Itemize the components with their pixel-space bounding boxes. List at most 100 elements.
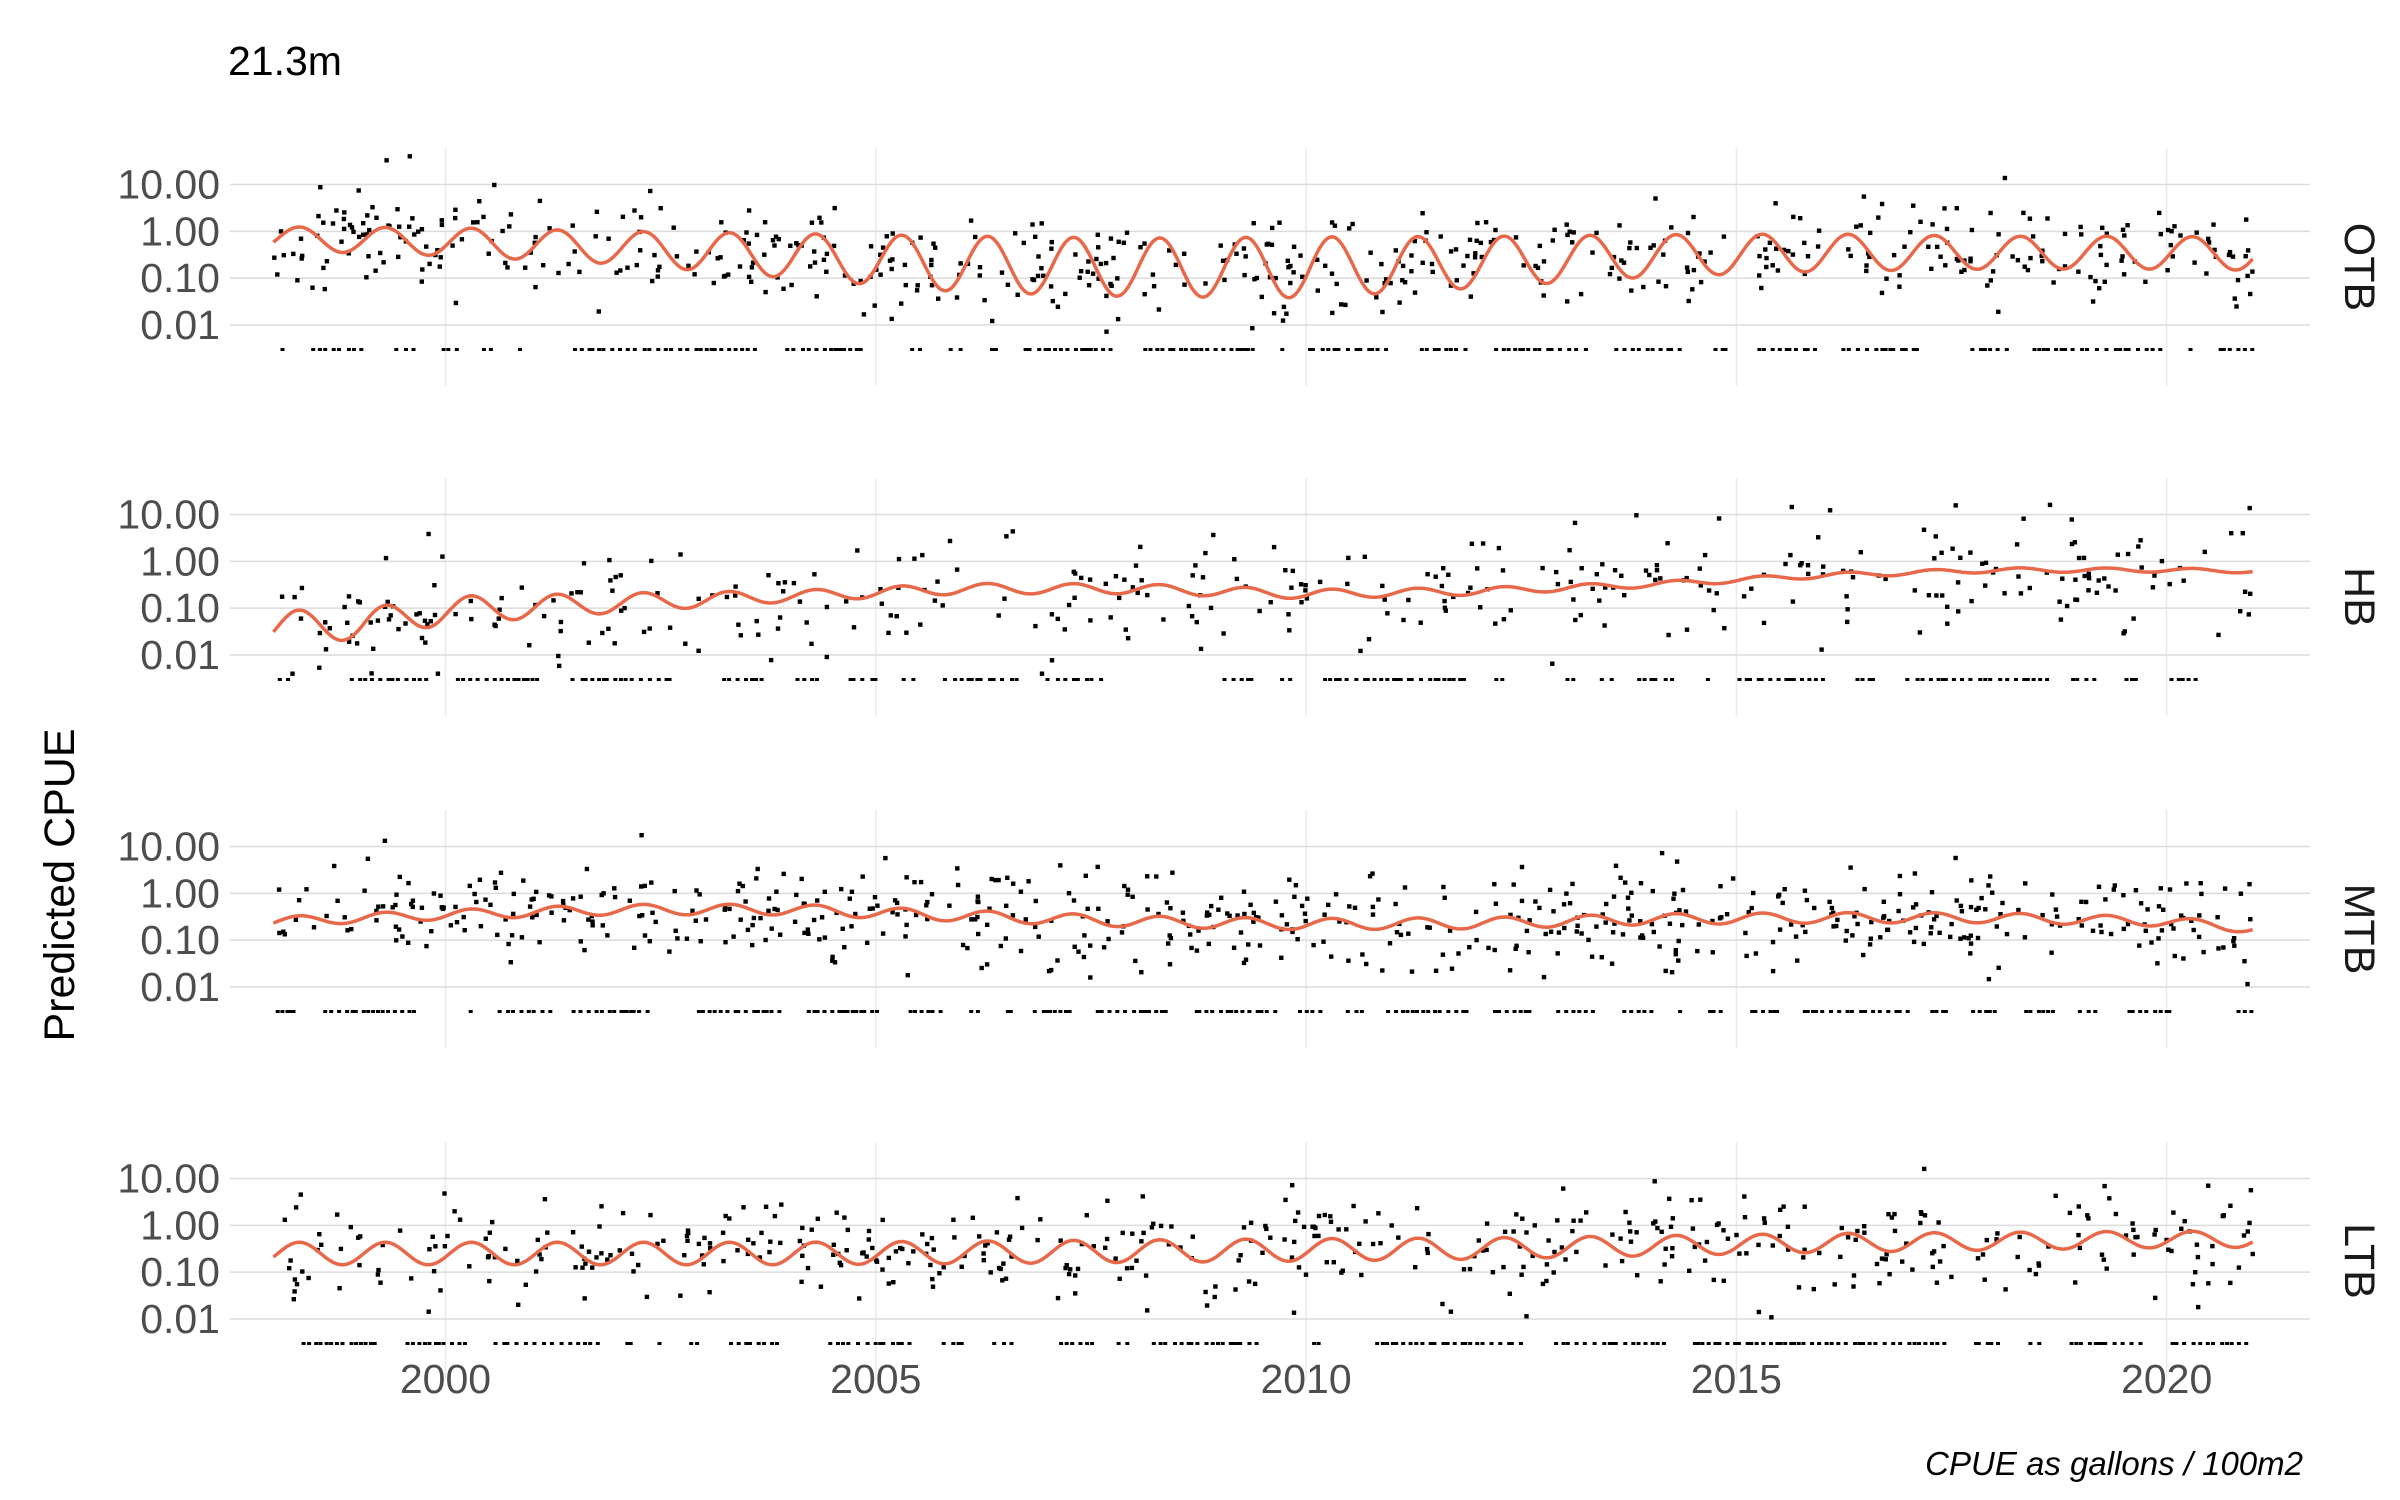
observed-point: [2053, 1193, 2058, 1198]
observed-point: [928, 1262, 933, 1268]
observed-point: [1613, 863, 1619, 868]
zero-catch-point: [576, 1342, 581, 1345]
observed-point: [1461, 263, 1466, 268]
zero-catch-point: [1363, 678, 1368, 681]
observed-point: [298, 236, 304, 241]
zero-catch-point: [1941, 678, 1945, 681]
observed-point: [2241, 1233, 2247, 1238]
observed-point: [1125, 887, 1131, 892]
zero-catch-point: [1372, 678, 1377, 681]
observed-point: [1257, 608, 1262, 614]
observed-point: [2232, 296, 2237, 301]
observed-point: [1980, 561, 1985, 566]
observed-point: [1003, 1276, 1009, 1281]
observed-point: [1574, 929, 1579, 934]
zero-catch-point: [618, 348, 622, 351]
zero-catch-point: [1243, 348, 1248, 351]
zero-catch-point: [2087, 1342, 2092, 1345]
observed-point: [1864, 268, 1869, 274]
observed-point: [349, 225, 355, 230]
zero-catch-point: [1415, 1010, 1419, 1013]
observed-point: [894, 900, 900, 906]
observed-point: [1036, 934, 1041, 939]
zero-catch-point: [1623, 1342, 1628, 1345]
observed-point: [380, 1242, 385, 1248]
observed-point: [509, 933, 515, 938]
zero-catch-point: [1229, 348, 1234, 351]
zero-catch-point: [1250, 348, 1255, 351]
observed-point: [694, 888, 699, 893]
observed-point: [606, 236, 611, 241]
observed-point: [1268, 600, 1273, 605]
observed-point: [1986, 976, 1992, 982]
zero-catch-point: [1995, 348, 2000, 351]
zero-catch-point: [1800, 678, 1804, 681]
observed-point: [1475, 220, 1480, 226]
observed-point: [683, 641, 688, 646]
observed-point: [1501, 617, 1507, 622]
observed-point: [1167, 933, 1172, 938]
observed-point: [397, 1228, 403, 1233]
observed-point: [492, 182, 497, 188]
observed-point: [1567, 901, 1573, 906]
observed-point: [733, 593, 738, 598]
observed-point: [750, 942, 755, 948]
observed-point: [1897, 284, 1902, 289]
zero-catch-point: [427, 1342, 432, 1345]
observed-point: [872, 895, 878, 900]
observed-point: [527, 904, 533, 909]
observed-point: [1129, 1265, 1135, 1271]
observed-point: [1589, 954, 1595, 959]
observed-point: [1954, 898, 1959, 903]
zero-catch-point: [1194, 1010, 1199, 1013]
observed-point: [2028, 255, 2033, 261]
observed-point: [1721, 234, 1727, 239]
observed-point: [2245, 1229, 2250, 1234]
observed-point: [2172, 224, 2177, 229]
zero-catch-point: [1401, 1010, 1405, 1013]
zero-catch-point: [372, 1342, 377, 1345]
observed-point: [1039, 221, 1044, 226]
observed-point: [1586, 937, 1591, 943]
observed-point: [357, 1262, 362, 1268]
observed-point: [1271, 311, 1277, 316]
observed-point: [1551, 909, 1556, 914]
observed-point: [794, 241, 799, 246]
observed-point: [358, 1234, 363, 1239]
observed-point: [1018, 889, 1024, 894]
observed-point: [605, 1257, 610, 1262]
observed-point: [338, 1246, 344, 1252]
observed-point: [1142, 241, 1147, 246]
observed-point: [1085, 269, 1090, 274]
zero-catch-point: [1143, 1010, 1147, 1013]
observed-point: [2069, 517, 2074, 522]
observed-point: [2125, 551, 2131, 557]
observed-point: [1316, 1213, 1322, 1219]
observed-point: [1103, 260, 1109, 266]
observed-point: [1962, 935, 1967, 940]
zero-catch-point: [1323, 678, 1328, 681]
zero-catch-point: [613, 678, 618, 681]
zero-catch-point: [1310, 348, 1315, 351]
observed-point: [2102, 279, 2107, 284]
zero-catch-point: [594, 1010, 599, 1013]
observed-point: [2206, 1183, 2211, 1188]
zero-catch-point: [1649, 1010, 1654, 1013]
observed-point: [707, 1290, 712, 1295]
zero-catch-point: [1784, 678, 1789, 681]
observed-point: [998, 1266, 1003, 1272]
observed-point: [523, 265, 528, 270]
observed-point: [2030, 234, 2036, 239]
observed-point: [2135, 1234, 2140, 1240]
observed-point: [640, 913, 645, 918]
zero-catch-point: [1239, 678, 1244, 681]
observed-point: [932, 598, 938, 603]
observed-point: [1196, 928, 1201, 933]
zero-catch-point: [1143, 348, 1148, 351]
observed-point: [1544, 1278, 1549, 1284]
observed-point: [341, 216, 347, 222]
observed-point: [1555, 951, 1560, 956]
zero-catch-point: [590, 678, 595, 681]
zero-catch-point: [280, 1010, 285, 1013]
observed-point: [1111, 255, 1116, 261]
